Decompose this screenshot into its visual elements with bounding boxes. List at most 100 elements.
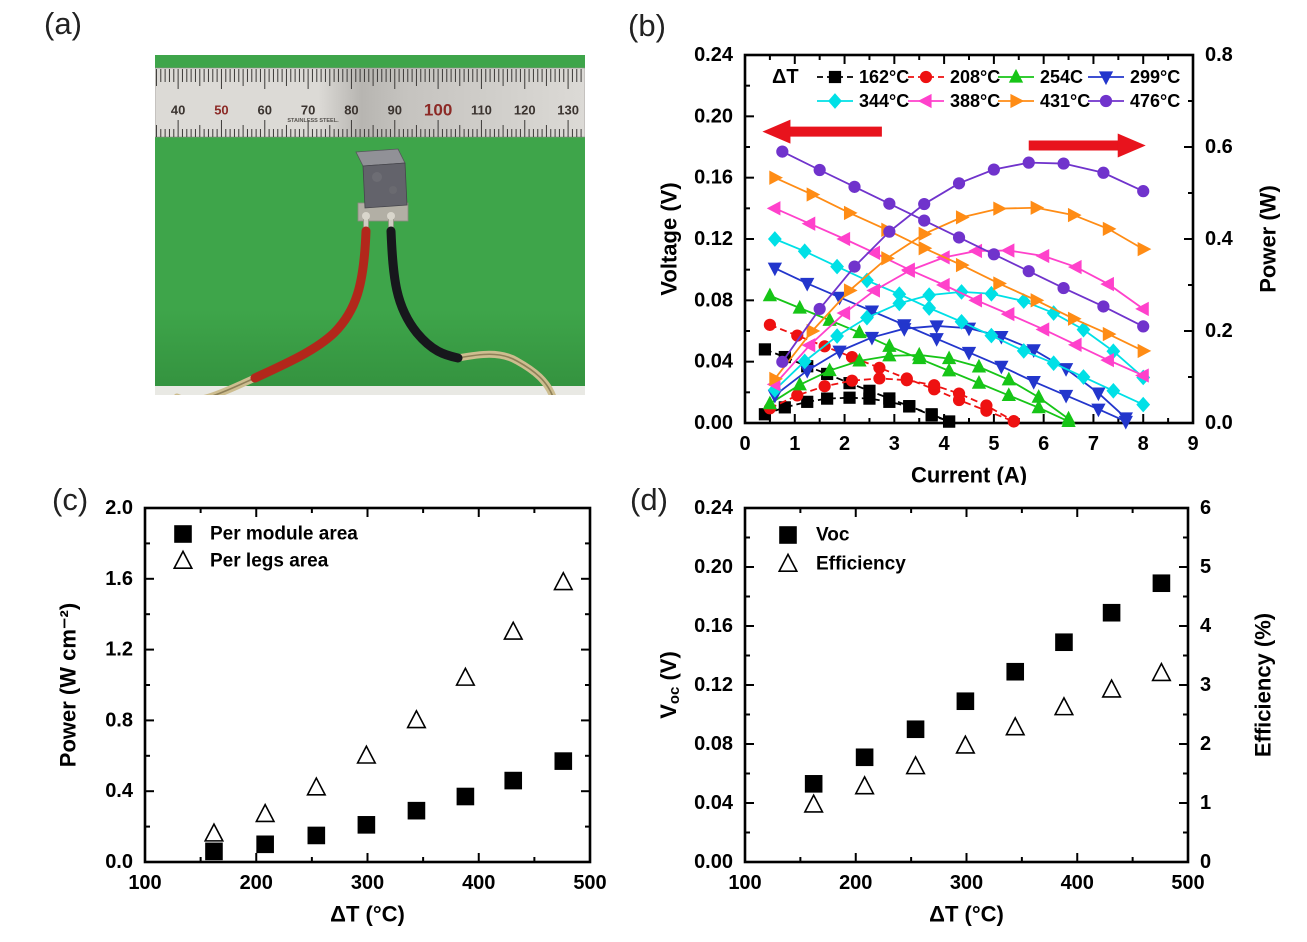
svg-text:500: 500 [573, 872, 606, 894]
svg-text:0: 0 [739, 433, 750, 455]
svg-text:90: 90 [388, 103, 402, 118]
svg-text:0.04: 0.04 [694, 351, 734, 373]
legend: ΔT 162°C 208°C 254C 299°C 344°C 388°C 431°C 476°… [772, 66, 1180, 111]
svg-text:2: 2 [1200, 733, 1211, 755]
svg-text:0.12: 0.12 [694, 674, 733, 696]
svg-text:388°C: 388°C [950, 91, 1000, 111]
svg-text:0.16: 0.16 [694, 615, 733, 637]
left-axis-title: Voltage (V) [657, 182, 682, 295]
axes: 100 200 300 400 500 0.0 0.4 0.8 1.2 1.6 2.0 [105, 497, 607, 894]
svg-text:60: 60 [258, 103, 272, 118]
series-476°C [776, 145, 1150, 368]
svg-text:400: 400 [1061, 872, 1094, 894]
series-299°C [767, 262, 1133, 430]
svg-text:0.12: 0.12 [694, 228, 733, 250]
legend-Per legs area: Per legs area [172, 549, 329, 572]
series-254C [762, 287, 1076, 428]
left-axis-arrow [762, 119, 882, 144]
svg-text:3: 3 [1200, 674, 1211, 696]
svg-text:0.00: 0.00 [694, 412, 733, 434]
svg-text:1.2: 1.2 [105, 639, 133, 661]
left-axis-title: Power (W cm⁻²) [56, 603, 81, 767]
svg-text:200: 200 [839, 872, 872, 894]
svg-text:Per legs area: Per legs area [210, 551, 329, 572]
svg-text:6: 6 [1200, 497, 1211, 519]
svg-text:Voc: Voc [816, 525, 850, 546]
chart-power-density: 100 200 300 400 500 0.0 0.4 0.8 1.2 1.6 2.0 ΔT (°C)… [56, 497, 607, 927]
panel-b-label: (b) [628, 8, 666, 43]
svg-text:0.2: 0.2 [1205, 320, 1233, 342]
svg-text:0.8: 0.8 [1205, 44, 1233, 66]
module-photo: 40 50 60 70 80 90 100 110 120 130 STAINLESS STEEL. [155, 55, 585, 395]
right-axis-arrow [1028, 133, 1146, 158]
lead-wires [174, 226, 556, 395]
right-axis-title: Efficiency (%) [1251, 613, 1276, 757]
svg-text:0.0: 0.0 [1205, 412, 1233, 434]
svg-text:1: 1 [1200, 792, 1211, 814]
series-Per module area [205, 752, 573, 861]
svg-text:0.00: 0.00 [694, 851, 733, 873]
axes: 100 200 300 400 500 0.00 0.04 0.08 0.12 0.16 0.20 0… [694, 497, 1212, 894]
chart-voc-efficiency: 100 200 300 400 500 0.00 0.04 0.08 0.12 0.16 0.20 0… [656, 497, 1276, 927]
svg-text:431°C: 431°C [1040, 91, 1090, 111]
svg-text:0.20: 0.20 [694, 105, 733, 127]
svg-text:3: 3 [889, 433, 900, 455]
series-431°C [769, 170, 1152, 386]
svg-text:0.04: 0.04 [694, 792, 734, 814]
svg-text:130: 130 [557, 103, 579, 118]
x-axis-title: ΔT (°C) [929, 902, 1004, 927]
svg-text:2.0: 2.0 [105, 497, 133, 519]
svg-text:0.0: 0.0 [105, 851, 133, 873]
svg-text:70: 70 [301, 103, 315, 118]
series-388°C [766, 201, 1149, 392]
svg-text:254C: 254C [1040, 67, 1083, 87]
svg-text:299°C: 299°C [1130, 67, 1180, 87]
svg-text:344°C: 344°C [859, 91, 909, 111]
svg-text:2: 2 [839, 433, 850, 455]
svg-text:40: 40 [171, 103, 185, 118]
left-axis-title: Voc (V) [656, 651, 683, 719]
svg-text:1: 1 [789, 433, 800, 455]
svg-text:50: 50 [214, 103, 228, 118]
svg-text:4: 4 [1200, 615, 1212, 637]
svg-text:0: 0 [1200, 851, 1211, 873]
legend-Per module area: Per module area [174, 524, 358, 545]
svg-text:0.08: 0.08 [694, 289, 733, 311]
series-Voc [804, 574, 1171, 793]
series-344°C [767, 231, 1151, 413]
chart-iv-power: 0 1 2 3 4 5 6 7 8 9 0.00 0.04 0.08 0.12 0.16 0.20 0.24 0.… [657, 44, 1281, 486]
svg-text:300: 300 [950, 872, 983, 894]
svg-text:1.6: 1.6 [105, 568, 133, 590]
steel-ruler: 40 50 60 70 80 90 100 110 120 130 STAINLESS STEEL. [155, 67, 585, 138]
svg-text:100: 100 [728, 872, 761, 894]
svg-text:300: 300 [351, 872, 384, 894]
svg-text:0.24: 0.24 [694, 497, 734, 519]
svg-text:Per module area: Per module area [210, 524, 358, 545]
svg-text:200: 200 [240, 872, 273, 894]
svg-text:8: 8 [1138, 433, 1149, 455]
series-Per legs area [203, 571, 574, 842]
x-axis-title: ΔT (°C) [330, 902, 405, 927]
svg-text:0.16: 0.16 [694, 167, 733, 189]
x-axis-title: Current (A) [911, 463, 1027, 486]
svg-text:7: 7 [1088, 433, 1099, 455]
svg-text:500: 500 [1171, 872, 1204, 894]
svg-text:162°C: 162°C [859, 67, 909, 87]
panel-c-label: (c) [52, 482, 89, 517]
svg-text:ΔT: ΔT [772, 66, 799, 88]
svg-text:476°C: 476°C [1130, 91, 1180, 111]
svg-text:80: 80 [344, 103, 358, 118]
legend-Voc: Voc [779, 525, 850, 546]
svg-text:6: 6 [1038, 433, 1049, 455]
svg-text:0.24: 0.24 [694, 44, 734, 66]
svg-text:100: 100 [424, 101, 452, 120]
ruler-brand-text: STAINLESS STEEL. [287, 118, 339, 124]
right-axis-title: Power (W) [1256, 185, 1281, 293]
svg-text:120: 120 [514, 103, 536, 118]
svg-text:400: 400 [462, 872, 495, 894]
axes: 0 1 2 3 4 5 6 7 8 9 0.00 0.04 0.08 0.12 0.16 0.20 0.24 0.… [694, 44, 1234, 455]
svg-text:0.4: 0.4 [1205, 228, 1234, 250]
svg-text:0.20: 0.20 [694, 556, 733, 578]
thermoelectric-module [355, 148, 409, 233]
